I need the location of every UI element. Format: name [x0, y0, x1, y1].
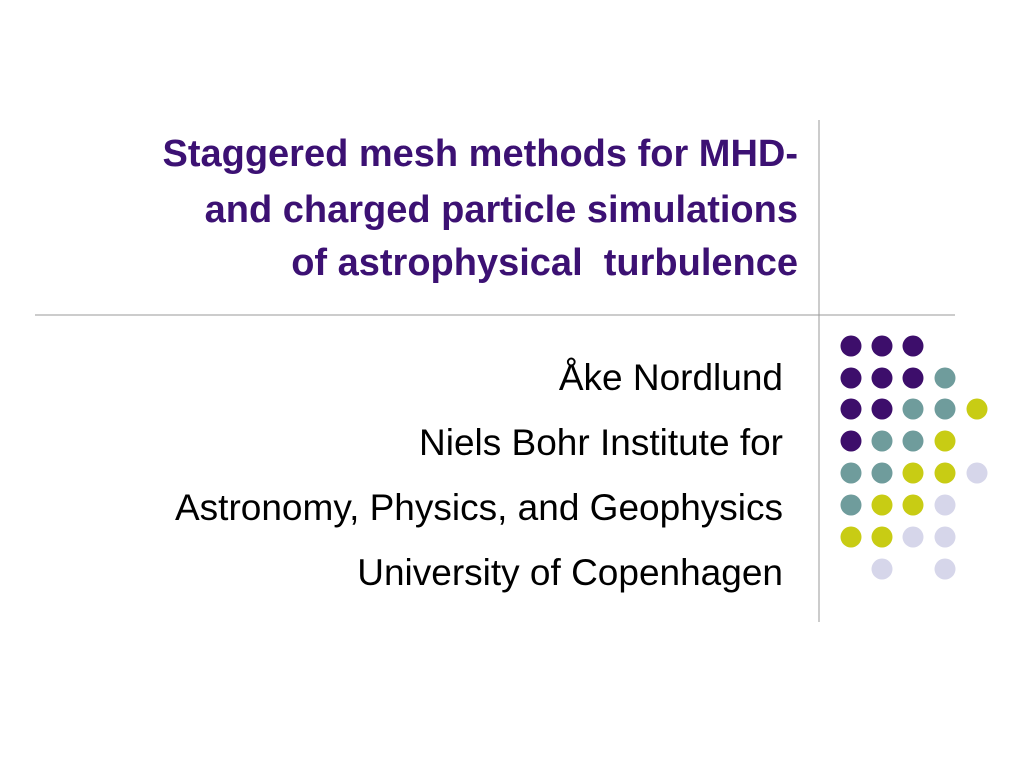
dot [871, 462, 893, 484]
dot [934, 558, 956, 580]
dot [934, 494, 956, 516]
title-line: Staggered mesh methods for MHD- [162, 133, 798, 175]
dot [902, 335, 924, 357]
dot-pattern [840, 335, 988, 580]
dot [840, 526, 862, 548]
dot [840, 335, 862, 357]
dot [871, 398, 893, 420]
dot [902, 430, 924, 452]
dot [902, 526, 924, 548]
dot [840, 398, 862, 420]
dot [902, 462, 924, 484]
dot [934, 367, 956, 389]
dot [902, 367, 924, 389]
dot [871, 494, 893, 516]
dot [840, 462, 862, 484]
subtitle-line: Åke Nordlund [559, 357, 783, 398]
dot [871, 558, 893, 580]
dot [966, 398, 988, 420]
dot [840, 430, 862, 452]
dot [840, 494, 862, 516]
dot [934, 526, 956, 548]
title-line: of astrophysical turbulence [291, 242, 798, 284]
dot [934, 398, 956, 420]
dot [934, 430, 956, 452]
dot [902, 398, 924, 420]
dot [966, 462, 988, 484]
dot [934, 462, 956, 484]
title-line: and charged particle simulations [205, 189, 798, 231]
subtitle-line: University of Copenhagen [357, 552, 783, 593]
dot [871, 335, 893, 357]
dot [840, 367, 862, 389]
subtitle-line: Astronomy, Physics, and Geophysics [175, 487, 783, 528]
dot [871, 526, 893, 548]
dot [902, 494, 924, 516]
dot [871, 367, 893, 389]
dot [871, 430, 893, 452]
subtitle-line: Niels Bohr Institute for [419, 422, 783, 463]
